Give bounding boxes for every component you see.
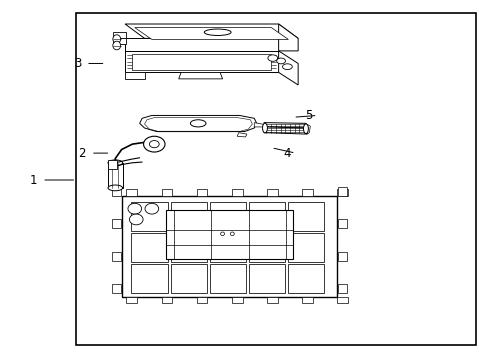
Polygon shape <box>140 116 256 132</box>
Polygon shape <box>132 54 271 69</box>
Bar <box>196 297 207 303</box>
Bar <box>337 284 346 293</box>
Bar <box>337 252 346 261</box>
Polygon shape <box>237 133 246 137</box>
Bar <box>287 233 324 262</box>
Ellipse shape <box>113 35 121 43</box>
Polygon shape <box>113 32 126 39</box>
Polygon shape <box>122 196 336 297</box>
Ellipse shape <box>149 140 159 148</box>
Bar <box>248 202 285 231</box>
Bar <box>131 264 167 293</box>
Polygon shape <box>135 28 288 40</box>
Bar <box>170 233 206 262</box>
Bar <box>266 297 277 303</box>
Bar <box>112 284 121 293</box>
Polygon shape <box>125 72 144 79</box>
Bar <box>336 297 347 303</box>
Ellipse shape <box>113 41 121 50</box>
Polygon shape <box>108 163 122 188</box>
Bar <box>337 187 346 196</box>
Ellipse shape <box>303 124 308 134</box>
Bar <box>112 220 121 228</box>
Bar <box>337 220 346 228</box>
Polygon shape <box>278 24 298 51</box>
Ellipse shape <box>262 123 267 133</box>
Ellipse shape <box>204 29 231 36</box>
Polygon shape <box>125 24 298 39</box>
Bar <box>209 264 245 293</box>
Bar <box>196 189 207 196</box>
Bar <box>161 189 172 196</box>
Bar <box>231 189 242 196</box>
Text: 2: 2 <box>79 147 86 159</box>
Bar <box>170 202 206 231</box>
Bar <box>248 264 285 293</box>
Bar <box>209 233 245 262</box>
Polygon shape <box>178 72 222 79</box>
Text: 5: 5 <box>305 109 312 122</box>
Bar <box>209 202 245 231</box>
Bar <box>266 189 277 196</box>
Ellipse shape <box>220 232 224 235</box>
Bar <box>112 252 121 261</box>
Bar <box>302 189 312 196</box>
Bar <box>287 202 324 231</box>
Polygon shape <box>254 123 264 127</box>
Polygon shape <box>278 51 298 85</box>
Polygon shape <box>108 160 117 169</box>
Bar <box>126 189 137 196</box>
Ellipse shape <box>145 203 158 214</box>
Bar <box>161 297 172 303</box>
Text: 1: 1 <box>30 174 37 186</box>
Bar <box>336 189 347 196</box>
Text: 4: 4 <box>283 147 290 159</box>
Ellipse shape <box>267 55 277 61</box>
Ellipse shape <box>143 136 164 152</box>
Bar <box>248 233 285 262</box>
Bar <box>287 264 324 293</box>
Ellipse shape <box>108 160 122 166</box>
Bar <box>76 13 475 345</box>
Ellipse shape <box>282 64 292 69</box>
Polygon shape <box>122 196 336 297</box>
Polygon shape <box>125 39 278 51</box>
Polygon shape <box>264 123 307 128</box>
Bar <box>131 202 167 231</box>
Bar <box>231 297 242 303</box>
Ellipse shape <box>190 120 205 127</box>
Ellipse shape <box>129 214 143 225</box>
Polygon shape <box>305 123 310 134</box>
Bar <box>131 233 167 262</box>
Ellipse shape <box>230 232 234 235</box>
Bar <box>302 297 312 303</box>
Bar <box>112 187 121 196</box>
Ellipse shape <box>276 58 285 64</box>
Polygon shape <box>125 51 278 72</box>
Ellipse shape <box>128 203 142 214</box>
Text: 3: 3 <box>74 57 81 70</box>
Ellipse shape <box>108 185 122 191</box>
Polygon shape <box>264 127 307 134</box>
Bar <box>170 264 206 293</box>
Polygon shape <box>113 39 126 44</box>
Bar <box>126 297 137 303</box>
Polygon shape <box>166 211 293 259</box>
